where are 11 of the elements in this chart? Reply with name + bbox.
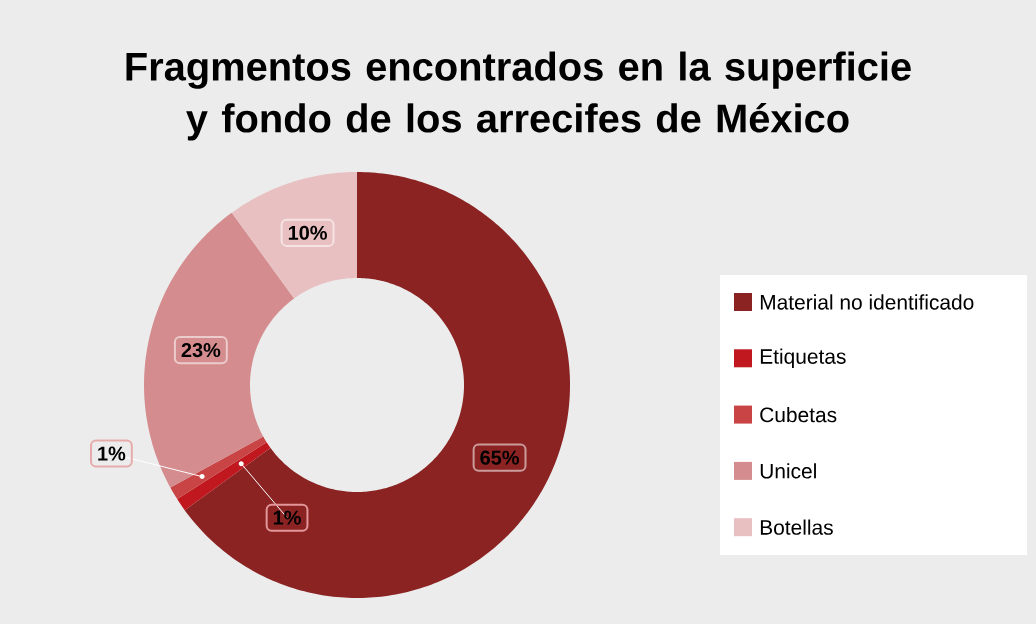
legend-label: Cubetas bbox=[760, 406, 837, 423]
data-label: 1% bbox=[273, 510, 301, 525]
legend-label: Unicel bbox=[760, 463, 816, 479]
data-label: 10% bbox=[288, 225, 327, 240]
legend-label: Etiquetas bbox=[760, 348, 846, 369]
data-label: 1% bbox=[98, 446, 126, 461]
legend-label: Material no identificado bbox=[760, 294, 974, 310]
legend-label: Botellas bbox=[760, 519, 833, 535]
data-label: 23% bbox=[181, 343, 221, 358]
chart-title: Fragmentos encontrados en la superficie y fondo de los arrecifes de México bbox=[126, 51, 911, 141]
data-label: 65% bbox=[480, 450, 519, 465]
